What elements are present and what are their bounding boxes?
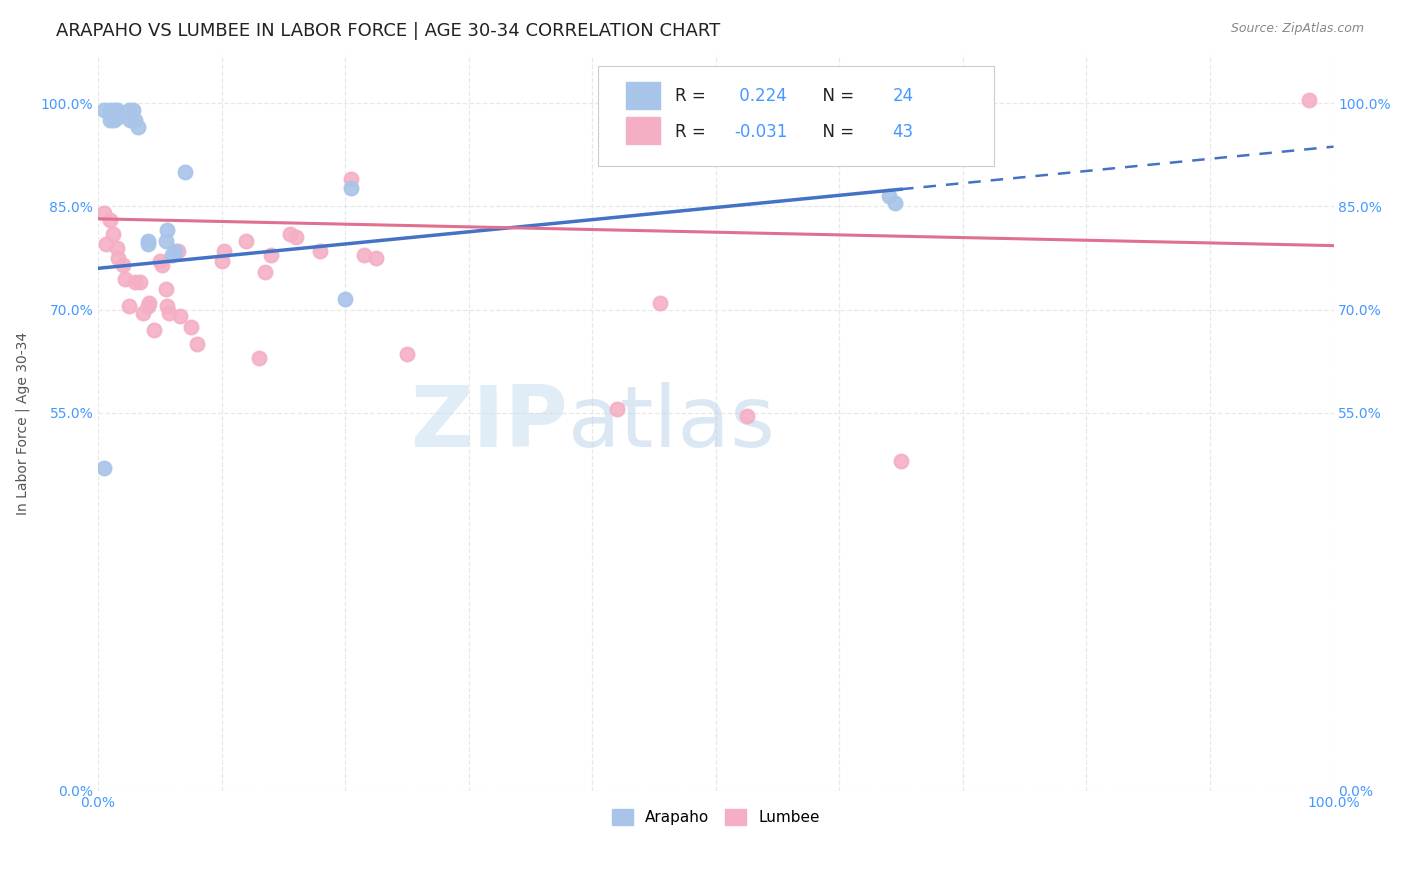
Point [884, 196, 907, 211]
Point [103, 103, 125, 117]
Point [127, 120, 149, 135]
Point [155, 282, 177, 296]
Text: R =: R = [675, 87, 711, 104]
Point [353, 247, 375, 261]
Point [107, 110, 129, 124]
Point [107, 251, 129, 265]
Point [94, 237, 117, 252]
Point [606, 402, 628, 417]
Point [309, 244, 332, 259]
FancyBboxPatch shape [599, 66, 994, 166]
Point [121, 103, 143, 117]
Point [160, 247, 183, 261]
Point [180, 319, 202, 334]
Text: Source: ZipAtlas.com: Source: ZipAtlas.com [1230, 22, 1364, 36]
Legend: Arapaho, Lumbee: Arapaho, Lumbee [606, 803, 827, 831]
Point [120, 113, 142, 128]
Point [156, 223, 179, 237]
Point [118, 103, 141, 117]
Point [93, 103, 115, 117]
Point [93, 460, 115, 475]
Point [253, 265, 276, 279]
Text: R =: R = [675, 123, 711, 142]
Point [111, 258, 134, 272]
Point [169, 310, 191, 324]
Point [136, 234, 159, 248]
Text: N =: N = [813, 123, 859, 142]
Text: ZIP: ZIP [409, 382, 568, 465]
Text: 43: 43 [893, 123, 914, 142]
Point [212, 244, 235, 259]
Point [138, 295, 160, 310]
Text: 24: 24 [893, 87, 914, 104]
Point [735, 409, 758, 424]
Point [114, 271, 136, 285]
Point [136, 299, 159, 313]
Point [395, 347, 418, 361]
Point [211, 254, 233, 268]
Point [157, 306, 180, 320]
Point [364, 251, 387, 265]
Point [156, 299, 179, 313]
Point [118, 299, 141, 313]
Point [100, 113, 122, 128]
Point [650, 295, 672, 310]
Point [1298, 93, 1320, 107]
Point [129, 275, 152, 289]
Text: -0.031: -0.031 [734, 123, 787, 142]
Point [105, 103, 128, 117]
Point [340, 181, 363, 195]
Point [103, 113, 125, 128]
Point [124, 275, 146, 289]
Text: 0.224: 0.224 [734, 87, 787, 104]
Point [340, 172, 363, 186]
Point [186, 337, 208, 351]
Point [235, 234, 257, 248]
Point [163, 244, 186, 259]
Point [142, 323, 165, 337]
Point [877, 189, 900, 203]
Point [136, 237, 159, 252]
Point [93, 206, 115, 220]
Text: ARAPAHO VS LUMBEE IN LABOR FORCE | AGE 30-34 CORRELATION CHART: ARAPAHO VS LUMBEE IN LABOR FORCE | AGE 3… [56, 22, 720, 40]
Y-axis label: In Labor Force | Age 30-34: In Labor Force | Age 30-34 [15, 332, 30, 515]
Text: atlas: atlas [568, 382, 776, 465]
Point [890, 454, 912, 468]
Point [131, 306, 153, 320]
FancyBboxPatch shape [626, 118, 661, 145]
Point [260, 247, 283, 261]
Point [247, 351, 270, 365]
Point [100, 213, 122, 227]
Point [173, 165, 195, 179]
Point [100, 103, 122, 117]
Text: N =: N = [813, 87, 859, 104]
Point [124, 113, 146, 128]
Point [278, 227, 301, 241]
Point [101, 227, 124, 241]
Point [167, 244, 190, 259]
Point [150, 258, 173, 272]
Point [155, 234, 177, 248]
Point [149, 254, 172, 268]
Point [704, 151, 727, 165]
FancyBboxPatch shape [626, 82, 661, 109]
Point [284, 230, 307, 244]
Point [105, 241, 128, 255]
Point [335, 292, 357, 306]
